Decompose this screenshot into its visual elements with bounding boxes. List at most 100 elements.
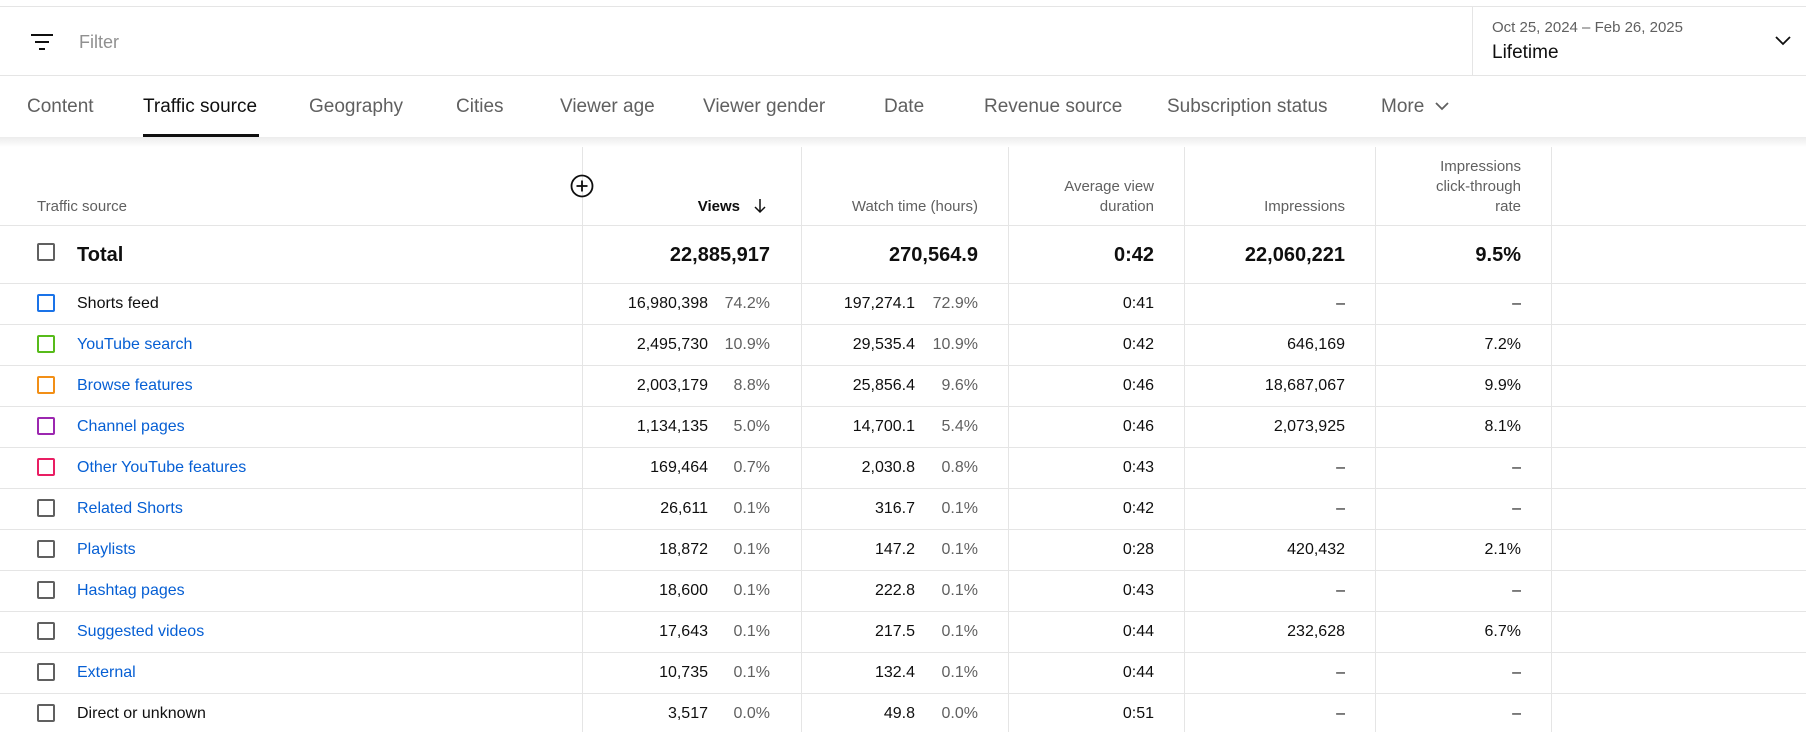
ctr-value: 2.1% (1484, 541, 1521, 558)
header-divider (0, 225, 1806, 226)
views-percent: 0.1% (733, 500, 770, 517)
row-checkbox[interactable] (37, 499, 55, 517)
watch-time-percent: 0.8% (941, 459, 978, 476)
total-ctr: 9.5% (1475, 244, 1521, 266)
filter-icon[interactable] (30, 30, 54, 54)
source-link[interactable]: Channel pages (77, 418, 185, 435)
watch-time-value: 132.4 (874, 664, 915, 681)
row-divider (0, 365, 1806, 366)
watch-time-value: 25,856.4 (852, 377, 915, 394)
sort-descending-icon[interactable] (752, 197, 768, 215)
source-link[interactable]: Related Shorts (77, 500, 183, 517)
total-average-view-duration: 0:42 (1113, 244, 1154, 266)
row-checkbox[interactable] (37, 581, 55, 599)
column-divider (1184, 147, 1185, 732)
watch-time-percent: 0.0% (941, 705, 978, 722)
total-views: 22,885,917 (669, 244, 770, 266)
views-percent: 5.0% (733, 418, 770, 435)
header-impressions[interactable]: Impressions (1264, 198, 1345, 215)
active-tab-indicator (143, 134, 259, 137)
source-link[interactable]: Other YouTube features (77, 459, 247, 476)
watch-time-value: 316.7 (874, 500, 915, 517)
tabs-divider (0, 137, 1806, 147)
source-link[interactable]: Hashtag pages (77, 582, 185, 599)
ctr-value: 9.9% (1484, 377, 1521, 394)
source-link[interactable]: External (77, 664, 136, 681)
views-percent: 0.1% (733, 582, 770, 599)
header-average-view-duration[interactable]: Average view duration (1064, 177, 1154, 217)
tab-date[interactable]: Date (884, 96, 925, 117)
row-divider (0, 652, 1806, 653)
header-impressions-ctr[interactable]: Impressions click-through rate (1436, 157, 1521, 217)
tab-revenue-source[interactable]: Revenue source (984, 96, 1123, 117)
row-divider (0, 406, 1806, 407)
row-checkbox[interactable] (37, 417, 55, 435)
tab-traffic-source[interactable]: Traffic source (143, 96, 258, 117)
watch-time-percent: 9.6% (941, 377, 978, 394)
header-traffic-source[interactable]: Traffic source (37, 198, 128, 215)
tab-viewer-age[interactable]: Viewer age (560, 96, 655, 117)
tab-cities[interactable]: Cities (456, 96, 504, 117)
header-line: Impressions (1440, 158, 1521, 175)
date-range-text: Oct 25, 2024 – Feb 26, 2025 (1492, 19, 1683, 36)
filter-bar: Oct 25, 2024 – Feb 26, 2025 Lifetime (0, 6, 1806, 76)
row-checkbox[interactable] (37, 663, 55, 681)
add-column-icon[interactable] (570, 174, 594, 198)
impressions-value: 2,073,925 (1273, 418, 1345, 435)
impressions-value: – (1336, 664, 1345, 681)
views-percent: 8.8% (733, 377, 770, 394)
avg-view-duration: 0:42 (1122, 500, 1154, 517)
watch-time-percent: 0.1% (941, 623, 978, 640)
avg-view-duration: 0:42 (1122, 336, 1154, 353)
ctr-value: 8.1% (1484, 418, 1521, 435)
tab-content[interactable]: Content (27, 96, 94, 117)
row-checkbox[interactable] (37, 458, 55, 476)
source-link[interactable]: Browse features (77, 377, 193, 394)
views-percent: 0.1% (733, 623, 770, 640)
watch-time-percent: 0.1% (941, 541, 978, 558)
tab-more[interactable]: More (1381, 96, 1450, 118)
row-checkbox[interactable] (37, 704, 55, 722)
watch-time-percent: 0.1% (941, 664, 978, 681)
header-watch-time[interactable]: Watch time (hours) (851, 198, 978, 215)
header-views[interactable]: Views (697, 198, 740, 215)
total-label: Total (77, 244, 124, 266)
source-name: Direct or unknown (77, 705, 206, 722)
impressions-value: – (1336, 705, 1345, 722)
row-divider (0, 447, 1806, 448)
row-checkbox[interactable] (37, 540, 55, 558)
views-percent: 0.7% (733, 459, 770, 476)
row-checkbox[interactable] (37, 335, 55, 353)
watch-time-percent: 0.1% (941, 500, 978, 517)
views-value: 16,980,398 (627, 295, 708, 312)
filter-input[interactable] (77, 25, 481, 59)
tab-viewer-gender[interactable]: Viewer gender (703, 96, 826, 117)
tab-geography[interactable]: Geography (309, 96, 404, 117)
row-divider (0, 693, 1806, 694)
views-value: 17,643 (659, 623, 708, 640)
watch-time-value: 49.8 (883, 705, 915, 722)
header-line: click-through (1435, 178, 1521, 195)
watch-time-percent: 0.1% (941, 582, 978, 599)
views-percent: 0.1% (733, 541, 770, 558)
source-link[interactable]: YouTube search (77, 336, 193, 353)
total-watch-time: 270,564.9 (889, 244, 978, 266)
column-divider (801, 147, 802, 732)
source-link[interactable]: Playlists (77, 541, 136, 558)
row-checkbox[interactable] (37, 622, 55, 640)
views-percent: 0.0% (733, 705, 770, 722)
ctr-value: – (1512, 705, 1521, 722)
tab-subscription-status[interactable]: Subscription status (1167, 96, 1328, 117)
row-divider (0, 529, 1806, 530)
source-link[interactable]: Suggested videos (77, 623, 205, 640)
avg-view-duration: 0:28 (1122, 541, 1154, 558)
total-checkbox[interactable] (37, 243, 55, 261)
row-divider (0, 283, 1806, 284)
ctr-value: – (1512, 664, 1521, 681)
date-range-picker[interactable]: Oct 25, 2024 – Feb 26, 2025 Lifetime (1472, 7, 1806, 75)
ctr-value: 6.7% (1484, 623, 1521, 640)
row-checkbox[interactable] (37, 294, 55, 312)
watch-time-percent: 10.9% (932, 336, 978, 353)
views-percent: 10.9% (724, 336, 770, 353)
row-checkbox[interactable] (37, 376, 55, 394)
